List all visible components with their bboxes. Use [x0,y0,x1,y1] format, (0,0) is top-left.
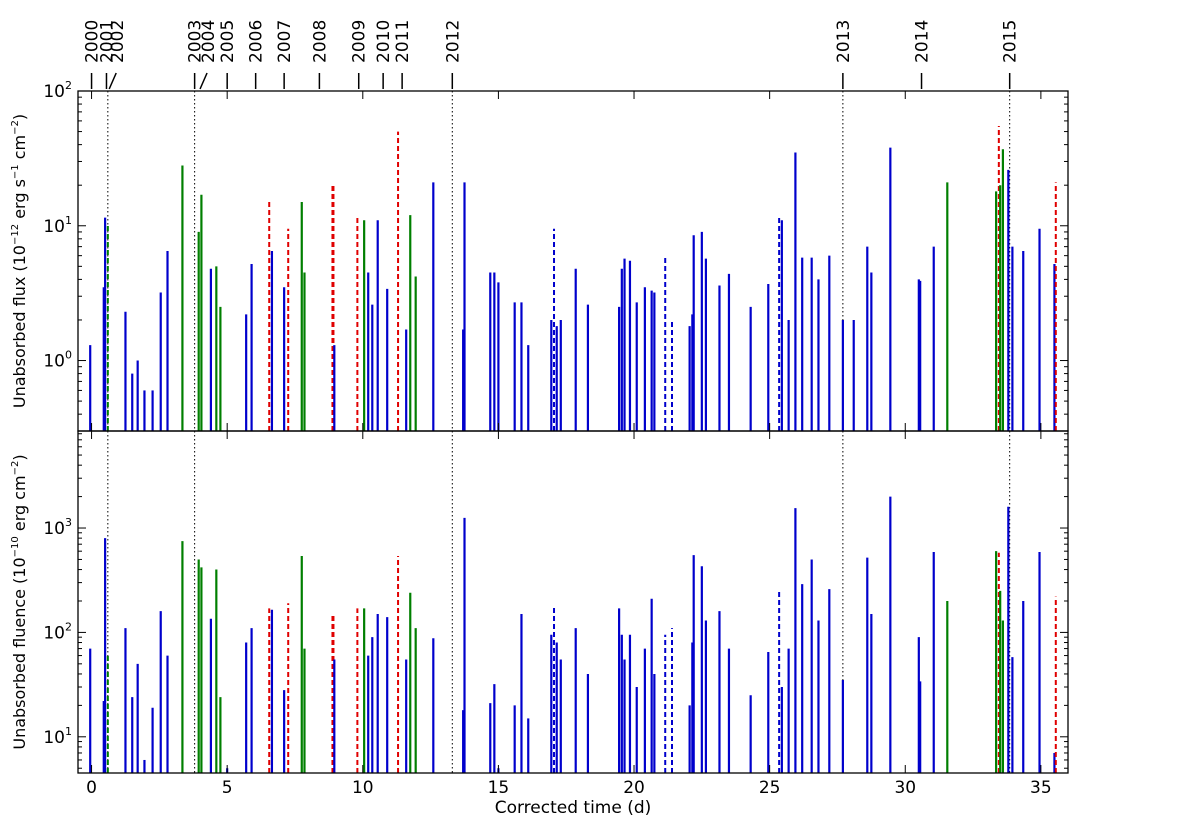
year-marker-label: 2005 [218,20,238,63]
x-tick-label: 10 [352,778,374,798]
y-tick-label: 101 [43,725,72,748]
guide-lines [107,91,1011,773]
axes-layer [77,72,1069,774]
year-marker-label: 2010 [374,20,394,63]
y-tick-label: 101 [43,214,72,237]
year-marker-label: 2014 [913,20,933,63]
year-marker-line [108,72,117,90]
year-marker-label: 2015 [1001,20,1021,63]
y-tick-label: 103 [43,516,72,539]
year-marker-label: 2004 [199,20,219,63]
x-tick-label: 25 [759,778,781,798]
year-marker-line [199,72,208,90]
x-tick-label: 0 [86,778,97,798]
bars-layer [89,125,1057,773]
y-tick-label: 102 [43,79,72,102]
year-marker-label: 2012 [443,20,463,63]
panel1-y-axis-label: Unabsorbed flux (10−12 erg s−1 cm−2) [10,114,29,408]
x-tick-label: 20 [623,778,645,798]
x-axis-label: Corrected time (d) [495,798,652,818]
y-tick-label: 102 [43,620,72,643]
x-tick-label: 30 [894,778,916,798]
panel2-y-axis-label: Unabsorbed fluence (10−10 erg cm−2) [10,454,29,749]
year-marker-label: 2002 [108,20,128,63]
x-tick-label: 35 [1030,778,1052,798]
y-tick-label: 100 [43,349,72,372]
x-tick-label: 5 [222,778,233,798]
year-marker-label: 2006 [247,20,267,63]
year-marker-label: 2013 [834,20,854,63]
panel2-frame [77,430,1069,774]
year-marker-label: 2000 [83,20,103,63]
year-marker-label: 2011 [393,20,413,63]
year-marker-label: 2008 [310,20,330,63]
x-tick-label: 15 [488,778,510,798]
year-marker-label: 2003 [186,20,206,63]
year-marker-label: 2001 [97,20,117,63]
year-marker-label: 2009 [350,20,370,63]
year-marker-label: 2007 [275,20,295,63]
